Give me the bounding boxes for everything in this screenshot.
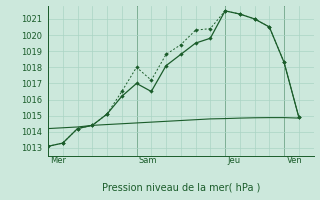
- Text: Pression niveau de la mer( hPa ): Pression niveau de la mer( hPa ): [102, 183, 260, 193]
- Text: Mer: Mer: [50, 156, 66, 165]
- Text: Ven: Ven: [286, 156, 302, 165]
- Text: Jeu: Jeu: [228, 156, 241, 165]
- Text: Sam: Sam: [139, 156, 157, 165]
